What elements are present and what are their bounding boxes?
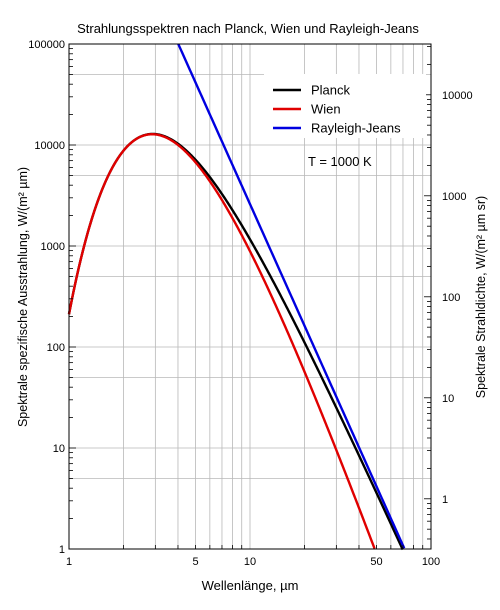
x-tick-label: 50 [370,556,382,568]
y-axis-label-left: Spektrale spezifische Ausstrahlung, W/(m… [16,167,30,427]
y-right-tick-label: 10000 [442,90,473,102]
x-tick-label: 10 [244,556,256,568]
axis-ticks: 1 5 10 50 100 1 10 100 1000 10000 100000 1 10 100 1000… [28,39,472,568]
y-right-tick-label: 1000 [442,191,466,203]
legend-label-rayleigh-jeans: Rayleigh-Jeans [311,121,401,136]
x-tick-label: 1 [66,556,72,568]
y-right-tick-label: 10 [442,393,454,405]
chart-title: Strahlungsspektren nach Planck, Wien und… [77,21,419,36]
curve-rayleigh-jeans [177,43,406,549]
legend-label-wien: Wien [311,102,341,117]
temperature-annotation: T = 1000 K [308,154,372,169]
y-left-tick-label: 100000 [28,39,65,51]
y-left-tick-label: 100 [47,342,65,354]
legend: Planck Wien Rayleigh-Jeans [264,74,426,138]
y-left-tick-label: 10000 [34,140,65,152]
x-tick-label: 100 [422,556,440,568]
y-right-tick-label: 100 [442,292,460,304]
x-axis-label: Wellenlänge, µm [202,578,299,593]
curve-planck [67,132,404,551]
curves [67,43,406,551]
y-left-tick-label: 1 [59,544,65,556]
legend-label-planck: Planck [311,83,351,98]
y-right-tick-label: 1 [442,494,448,506]
y-axis-label-right: Spektrale Strahldichte, W/(m² µm sr) [474,196,488,398]
curve-wien [67,133,376,549]
y-left-tick-label: 1000 [41,241,65,253]
x-tick-label: 5 [192,556,198,568]
y-left-tick-label: 10 [53,443,65,455]
